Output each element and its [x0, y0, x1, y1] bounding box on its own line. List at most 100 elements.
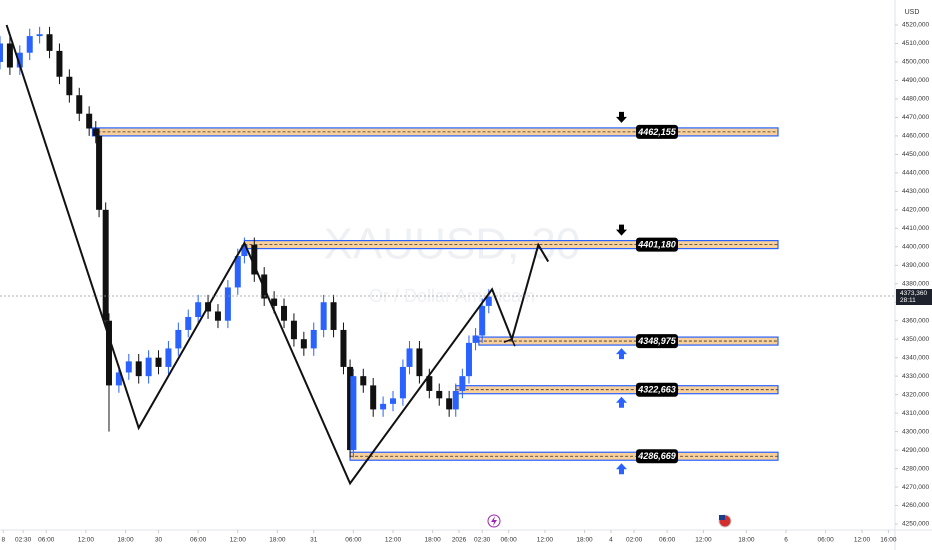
candle-body — [224, 287, 231, 321]
level-arrow — [616, 463, 627, 475]
y-tick-label: 4410,000 — [902, 225, 929, 232]
candle-body — [125, 361, 132, 373]
candle-body — [330, 302, 337, 330]
y-tick-label: 4330,000 — [902, 373, 929, 380]
y-tick-label: 4440,000 — [902, 170, 929, 177]
level-label-box — [636, 382, 678, 397]
last-price-box — [896, 289, 932, 306]
y-tick-label: 4510,000 — [902, 40, 929, 47]
candle-body — [320, 302, 327, 330]
candle-body — [241, 244, 248, 257]
x-tick-label: 8 — [1, 537, 5, 544]
candle-body — [145, 357, 152, 377]
candle-body — [185, 317, 192, 330]
candle-body — [0, 43, 3, 62]
level-zone — [349, 451, 779, 461]
candle-body — [86, 113, 93, 129]
candle-body — [214, 311, 221, 321]
candle-body — [281, 305, 288, 321]
flag-icon[interactable] — [718, 514, 732, 528]
x-tick-label: 6 — [784, 537, 788, 544]
y-tick-label: 4470,000 — [902, 114, 929, 121]
level-label: 4322,663 — [637, 385, 676, 395]
y-tick-label: 4380,000 — [902, 280, 929, 287]
candle-body — [310, 329, 317, 349]
x-tick-label: 02:00 — [626, 537, 643, 544]
candle-body — [406, 348, 413, 367]
level-label-box — [636, 334, 678, 349]
level-label: 4286,669 — [637, 451, 676, 461]
y-tick-label: 4280,000 — [902, 465, 929, 472]
candle-body — [347, 366, 354, 451]
candle-body — [26, 36, 33, 53]
y-tick-label: 4450,000 — [902, 151, 929, 158]
candle-body — [426, 376, 433, 391]
candle-body — [290, 320, 297, 340]
candle-body — [360, 376, 367, 386]
x-tick-label: 18:00 — [424, 537, 441, 544]
x-tick-label: 06:00 — [659, 537, 676, 544]
candle-body — [155, 357, 162, 367]
candle-body — [115, 372, 122, 386]
y-tick-label: 4300,000 — [902, 428, 929, 435]
level-zone — [478, 336, 779, 346]
candle-body — [105, 320, 112, 386]
level-label-box — [636, 237, 678, 252]
candle-body — [16, 52, 23, 68]
last-price-countdown: 28:11 — [900, 297, 916, 304]
x-tick-label: 06:00 — [38, 537, 55, 544]
candle-body — [452, 390, 459, 410]
candle-body — [459, 376, 466, 391]
x-tick-label: 30 — [155, 537, 163, 544]
x-tick-label: 12:00 — [695, 537, 712, 544]
candle-body — [350, 376, 357, 451]
candle-body — [96, 135, 103, 210]
candle-body — [465, 342, 472, 377]
candle-body — [56, 50, 63, 77]
currency[interactable]: USD — [905, 9, 920, 16]
x-tick-label: 18:00 — [576, 537, 593, 544]
y-tick-label: 4460,000 — [902, 133, 929, 140]
candle-body — [175, 329, 182, 349]
y-tick-label: 4310,000 — [902, 410, 929, 417]
x-tick-label: 12:00 — [78, 537, 95, 544]
y-tick-label: 4490,000 — [902, 77, 929, 84]
candle-body — [36, 34, 43, 37]
level-label: 4401,180 — [637, 239, 676, 249]
x-tick-label: 12:00 — [537, 537, 554, 544]
candle-body — [485, 296, 492, 306]
y-tick-label: 4260,000 — [902, 502, 929, 509]
lightning-icon[interactable] — [487, 514, 501, 528]
x-tick-label: 18:00 — [738, 537, 755, 544]
x-tick-label: 06:00 — [500, 537, 517, 544]
level-label-box — [636, 449, 678, 464]
candle-body — [251, 244, 258, 275]
level-arrow — [616, 396, 627, 408]
candle-body — [300, 339, 307, 349]
x-tick-label: 02:30 — [15, 537, 32, 544]
x-tick-label: 06:00 — [345, 537, 362, 544]
candle-body — [102, 209, 109, 321]
x-tick-label: 18:00 — [269, 537, 286, 544]
y-tick-label: 4320,000 — [902, 391, 929, 398]
candle-body — [380, 403, 387, 410]
candle-body — [234, 256, 241, 288]
candle-body — [66, 76, 73, 96]
y-tick-label: 4390,000 — [902, 262, 929, 269]
candle-body — [390, 398, 397, 404]
x-tick-label: 06:00 — [190, 537, 207, 544]
x-tick-label: 12:00 — [385, 537, 402, 544]
candle-body — [340, 329, 347, 367]
y-tick-label: 4250,000 — [902, 521, 929, 528]
level-label-box — [636, 124, 678, 139]
y-tick-label: 4360,000 — [902, 317, 929, 324]
x-tick-label: 12:00 — [230, 537, 247, 544]
candle-body — [195, 302, 202, 318]
candle-body — [370, 385, 377, 410]
candle-body — [76, 95, 83, 114]
candle-body — [135, 361, 142, 377]
x-tick-label: 31 — [310, 537, 318, 544]
candle-body — [399, 366, 406, 399]
